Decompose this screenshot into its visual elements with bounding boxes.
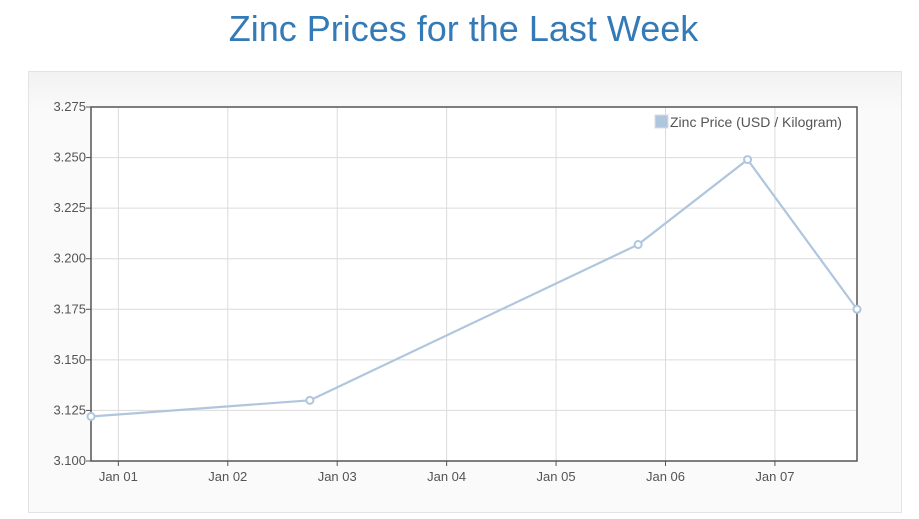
y-tick-label: 3.150: [53, 352, 86, 367]
plot-area: [91, 107, 857, 461]
data-point: [86, 411, 96, 421]
data-point: [743, 155, 753, 165]
x-tick-label: Jan 04: [427, 469, 466, 484]
y-tick-label: 3.100: [53, 453, 86, 468]
y-tick-label: 3.250: [53, 150, 86, 165]
legend-swatch: [654, 114, 669, 129]
x-tick-label: Jan 06: [646, 469, 685, 484]
page-title: Zinc Prices for the Last Week: [228, 8, 699, 49]
x-tick-label: Jan 01: [99, 469, 138, 484]
y-tick-label: 3.175: [53, 301, 86, 316]
x-tick-label: Jan 03: [318, 469, 357, 484]
y-tick-label: 3.225: [53, 200, 86, 215]
y-tick-label: 3.275: [53, 99, 86, 114]
x-tick-label: Jan 05: [537, 469, 576, 484]
y-tick-label: 3.125: [53, 402, 86, 417]
data-point: [852, 304, 862, 314]
plot-border: [90, 106, 858, 462]
x-tick-label: Jan 02: [208, 469, 247, 484]
data-point: [305, 395, 315, 405]
legend-label: Zinc Price (USD / Kilogram): [670, 114, 842, 130]
y-tick-label: 3.200: [53, 251, 86, 266]
data-point: [633, 240, 643, 250]
x-tick-label: Jan 07: [755, 469, 794, 484]
